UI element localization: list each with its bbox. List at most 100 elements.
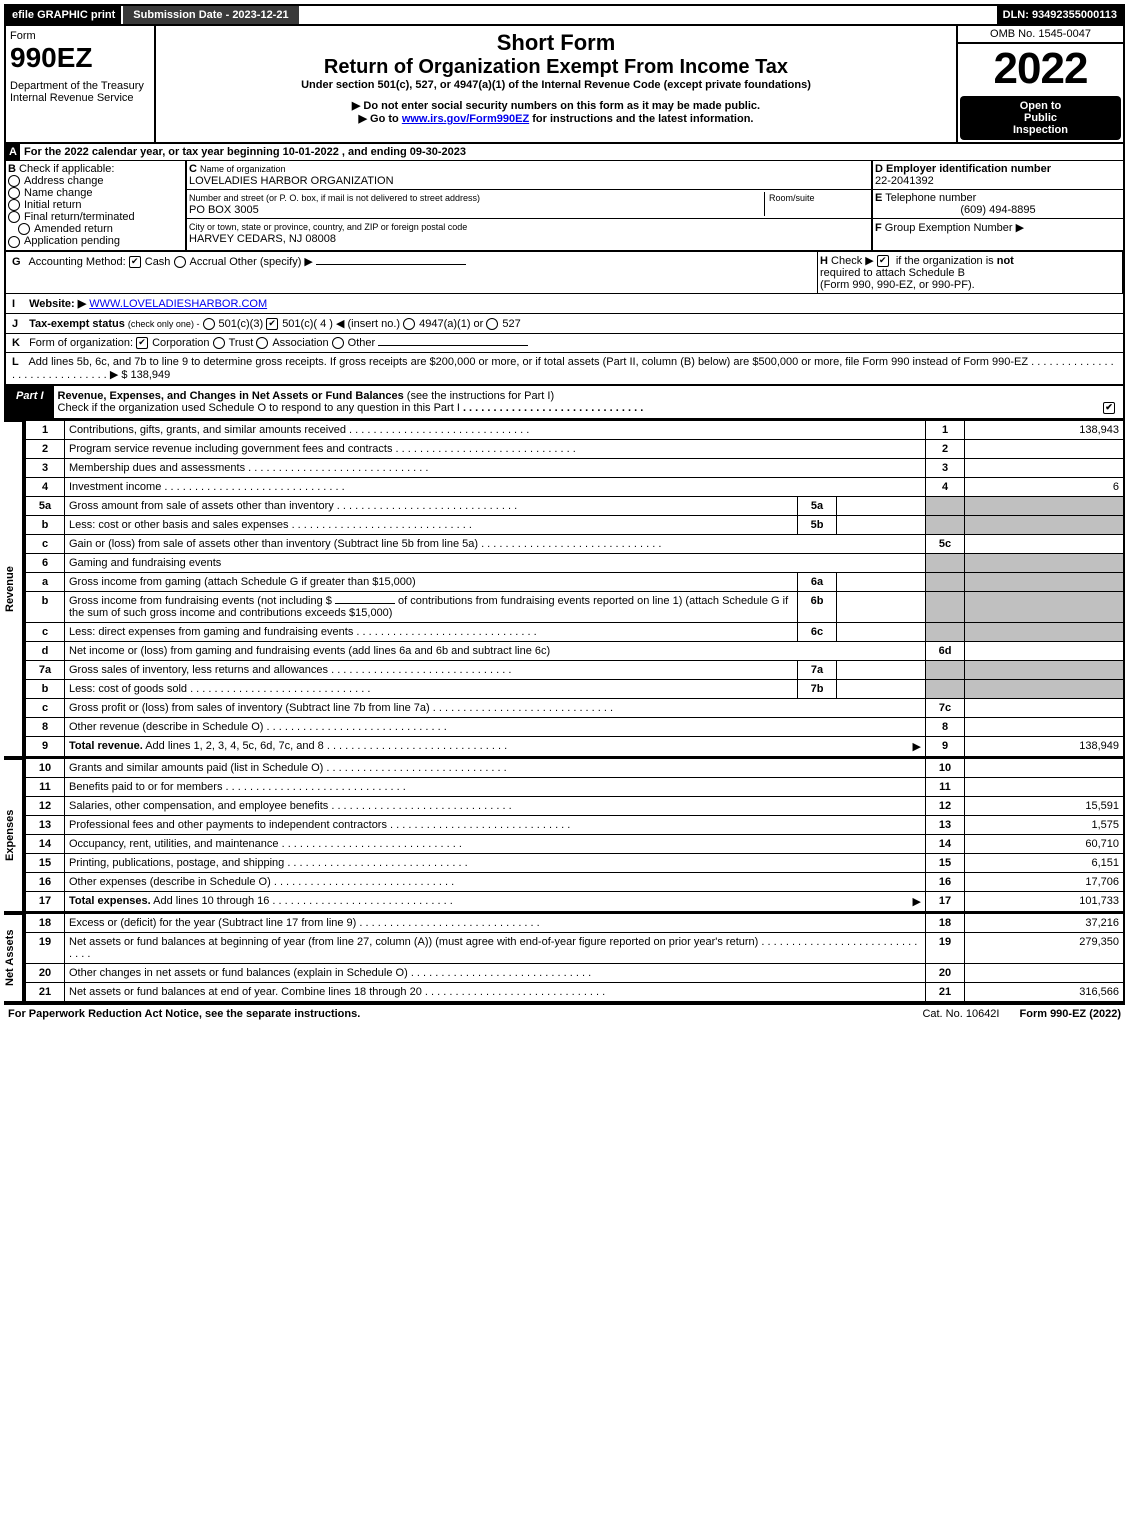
chk-name-change[interactable] — [8, 187, 20, 199]
sv-5a — [837, 496, 926, 515]
a-12: 15,591 — [965, 796, 1125, 815]
street-value: PO BOX 3005 — [189, 204, 259, 216]
c-name-row: C Name of organization LOVELADIES HARBOR… — [187, 161, 871, 190]
chk-initial-return[interactable] — [8, 199, 20, 211]
header-right: OMB No. 1545-0047 2022 Open to Public In… — [956, 26, 1123, 142]
row-5a: 5aGross amount from sale of assets other… — [25, 496, 1124, 515]
rg-5b — [926, 515, 965, 534]
goto-pre: ▶ Go to — [359, 113, 402, 125]
chk-h[interactable] — [877, 255, 889, 267]
label-g: G — [12, 256, 26, 268]
dept-label: Department of the Treasury Internal Reve… — [10, 80, 150, 104]
chk-accrual[interactable] — [174, 256, 186, 268]
top-bar: efile GRAPHIC print Submission Date - 20… — [4, 4, 1125, 26]
under-section: Under section 501(c), 527, or 4947(a)(1)… — [160, 79, 952, 91]
arrow-9: ▶ — [913, 740, 921, 753]
k-o3: Association — [272, 337, 328, 349]
k-o1: Corporation — [152, 337, 209, 349]
goto-instruction: ▶ Go to www.irs.gov/Form990EZ for instru… — [160, 112, 952, 125]
return-title: Return of Organization Exempt From Incom… — [160, 56, 952, 79]
ag-5b — [965, 515, 1125, 534]
ag-5a — [965, 496, 1125, 515]
h-text4: (Form 990, 990-EZ, or 990-PF). — [820, 279, 975, 291]
open3: Inspection — [964, 124, 1117, 136]
r-7c: 7c — [926, 698, 965, 717]
chk-501c3[interactable] — [203, 318, 215, 330]
r-18: 18 — [926, 913, 965, 932]
6b-amount-input[interactable] — [335, 603, 395, 604]
form-word: Form — [10, 30, 150, 42]
part-i-title-wrap: Revenue, Expenses, and Changes in Net As… — [54, 386, 1123, 418]
footer-right: Form 990-EZ (2022) — [1020, 1008, 1122, 1020]
g-accrual: Accrual — [190, 256, 227, 268]
d-9: Total revenue. — [69, 740, 143, 752]
r-20: 20 — [926, 963, 965, 982]
row-3: 3Membership dues and assessments3 — [25, 458, 1124, 477]
chk-application-pending[interactable] — [8, 236, 20, 248]
a-18: 37,216 — [965, 913, 1125, 932]
a-5c — [965, 534, 1125, 553]
chk-address-change[interactable] — [8, 175, 20, 187]
netassets-section: Net Assets 18Excess or (deficit) for the… — [4, 913, 1125, 1003]
chk-527[interactable] — [486, 318, 498, 330]
row-7c: cGross profit or (loss) from sales of in… — [25, 698, 1124, 717]
j-sub: (check only one) - — [128, 319, 200, 329]
chk-amended-return[interactable] — [18, 223, 30, 235]
footer-right-pre: Form — [1020, 1008, 1051, 1020]
r-8: 8 — [926, 717, 965, 736]
g-other: Other (specify) ▶ — [229, 256, 313, 268]
chk-corporation[interactable] — [136, 337, 148, 349]
j-label: Tax-exempt status — [29, 318, 125, 330]
open-to-public: Open to Public Inspection — [960, 96, 1121, 140]
a-19: 279,350 — [965, 932, 1125, 963]
row-10: 10Grants and similar amounts paid (list … — [25, 758, 1124, 777]
part-i-header: Part I Revenue, Expenses, and Changes in… — [4, 386, 1125, 420]
section-def: D Employer identification number 22-2041… — [873, 161, 1123, 250]
row-9: 9Total revenue. Add lines 1, 2, 3, 4, 5c… — [25, 736, 1124, 757]
row-d: D Employer identification number 22-2041… — [873, 161, 1123, 190]
ag-6 — [965, 553, 1125, 572]
b-item-1: Name change — [24, 187, 93, 199]
j-o1: 501(c)(3) — [219, 318, 264, 330]
b-item-3: Final return/terminated — [24, 211, 135, 223]
chk-trust[interactable] — [213, 337, 225, 349]
a-1: 138,943 — [965, 420, 1125, 439]
d-14: Occupancy, rent, utilities, and maintena… — [69, 838, 279, 850]
i-label: Website: ▶ — [29, 298, 86, 310]
b-item-5: Application pending — [24, 235, 120, 247]
l-value: 138,949 — [131, 369, 171, 381]
submission-date: Submission Date - 2023-12-21 — [121, 6, 298, 24]
chk-schedule-o[interactable] — [1103, 402, 1115, 414]
j-o4: 527 — [502, 318, 520, 330]
r-19: 19 — [926, 932, 965, 963]
d-17: Total expenses. — [69, 895, 151, 907]
d-5a: Gross amount from sale of assets other t… — [69, 500, 334, 512]
g-other-input[interactable] — [316, 264, 466, 265]
chk-501c[interactable] — [266, 318, 278, 330]
website-link[interactable]: WWW.LOVELADIESHARBOR.COM — [89, 298, 267, 310]
k-o2: Trust — [229, 337, 254, 349]
chk-final-return[interactable] — [8, 211, 20, 223]
row-2: 2Program service revenue including gover… — [25, 439, 1124, 458]
goto-link[interactable]: www.irs.gov/Form990EZ — [402, 113, 529, 125]
d-7a: Gross sales of inventory, less returns a… — [69, 664, 328, 676]
row-16: 16Other expenses (describe in Schedule O… — [25, 872, 1124, 891]
row-e: E Telephone number (609) 494-8895 — [873, 190, 1123, 219]
chk-cash[interactable] — [129, 256, 141, 268]
chk-association[interactable] — [256, 337, 268, 349]
k-label: Form of organization: — [29, 337, 133, 349]
chk-other-org[interactable] — [332, 337, 344, 349]
part-i-check-line: Check if the organization used Schedule … — [58, 402, 460, 414]
c-city-label: City or town, state or province, country… — [189, 222, 467, 232]
a-15: 6,151 — [965, 853, 1125, 872]
r-3: 3 — [926, 458, 965, 477]
rg-7a — [926, 660, 965, 679]
a-7c — [965, 698, 1125, 717]
j-o2: 501(c)( 4 ) ◀ (insert no.) — [282, 318, 400, 330]
footer-left: For Paperwork Reduction Act Notice, see … — [8, 1008, 902, 1020]
chk-4947[interactable] — [403, 318, 415, 330]
rg-5a — [926, 496, 965, 515]
k-other-input[interactable] — [378, 345, 528, 346]
row-i: I Website: ▶ WWW.LOVELADIESHARBOR.COM — [4, 294, 1125, 314]
a-13: 1,575 — [965, 815, 1125, 834]
